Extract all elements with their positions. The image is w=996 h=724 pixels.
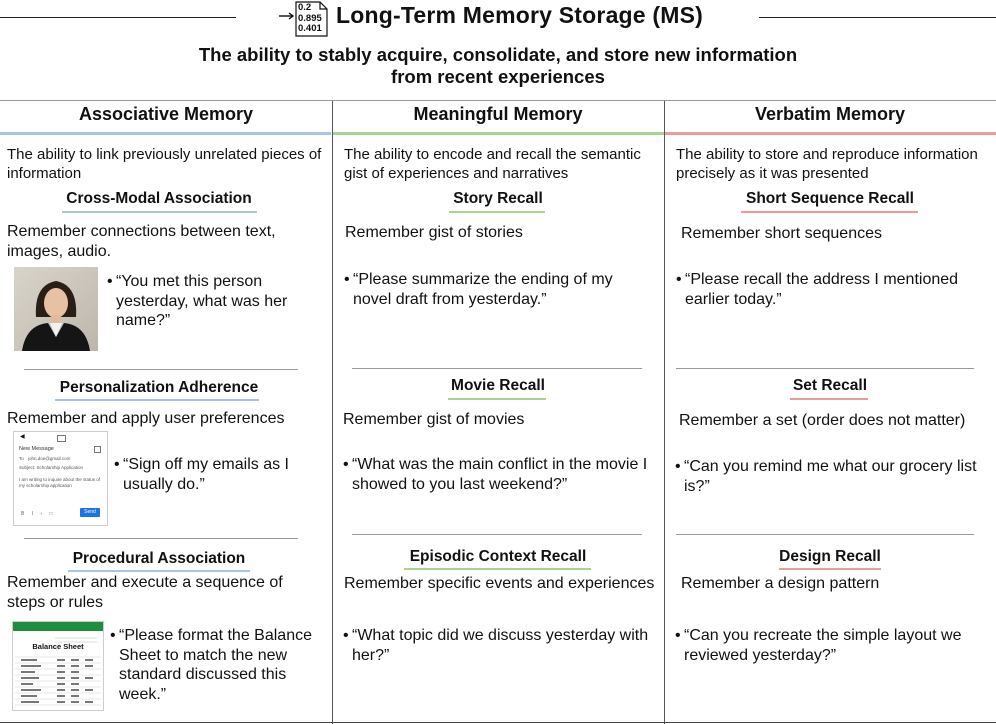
table-top-rule <box>0 100 996 101</box>
table-bottom-rule <box>0 722 996 723</box>
task-underline-procedural <box>68 570 250 572</box>
task-underline-personalization <box>55 399 259 401</box>
task-title-episodic-context-recall: Episodic Context Recall <box>409 548 587 565</box>
task-title-cross-modal: Cross-Modal Association <box>66 190 252 207</box>
row-separator-2-col-1 <box>24 538 298 539</box>
column-description-meaningful: The ability to encode and recall the sem… <box>344 146 641 182</box>
task-underline-movie-recall <box>448 398 546 400</box>
column-divider-2 <box>664 101 665 724</box>
task-text-design-recall: Remember a design pattern <box>681 575 880 592</box>
task-title-movie-recall: Movie Recall <box>451 377 545 394</box>
example-personalization: “Sign off my emails as I usually do.” <box>114 455 313 494</box>
task-title-set-recall: Set Recall <box>792 377 868 394</box>
row-separator-1-col-2 <box>352 368 642 369</box>
row-separator-2-col-2 <box>352 534 642 535</box>
column-underline-verbatim <box>665 132 996 135</box>
icon-value-1: 0.2 <box>298 2 312 13</box>
column-description-associative: The ability to link previously unrelated… <box>7 146 322 182</box>
task-title-procedural: Procedural Association <box>72 550 246 567</box>
task-title-design-recall: Design Recall <box>779 548 881 565</box>
task-underline-set-recall <box>790 398 868 400</box>
task-underline-cross-modal <box>62 211 257 213</box>
subtitle-line-1: The ability to stably acquire, consolida… <box>198 44 798 65</box>
task-title-story-recall: Story Recall <box>453 190 543 207</box>
row-separator-1-col-1 <box>24 369 298 370</box>
task-text-short-sequence-recall: Remember short sequences <box>681 225 882 242</box>
spreadsheet-grid <box>15 637 101 706</box>
page-subtitle: The ability to stably acquire, consolida… <box>0 44 996 88</box>
example-short-sequence-recall: “Please recall the address I mentioned e… <box>676 270 985 309</box>
attach-icon <box>94 446 101 453</box>
email-heading: New Message <box>19 446 54 452</box>
column-description-verbatim: The ability to store and reproduce infor… <box>676 146 978 182</box>
header-rule-left <box>0 17 236 18</box>
example-episodic-context-recall: “What topic did we discuss yesterday wit… <box>343 626 668 665</box>
send-button: Send <box>80 508 100 517</box>
header-rule-right <box>759 17 996 18</box>
format-toolbar-icons: B I › □ <box>21 511 56 517</box>
task-title-short-sequence-recall: Short Sequence Recall <box>746 190 914 207</box>
column-header-verbatim: Verbatim Memory <box>754 104 906 124</box>
task-title-personalization: Personalization Adherence <box>59 379 259 396</box>
task-text-episodic-context-recall: Remember specific events and experiences <box>344 575 655 592</box>
task-text-procedural: Remember and execute a sequence of steps… <box>7 574 283 611</box>
column-header-meaningful: Meaningful Memory <box>413 104 583 124</box>
spreadsheet-title: Balance Sheet <box>32 642 84 651</box>
back-icon: ◀ <box>20 434 25 440</box>
example-story-recall: “Please summarize the ending of my novel… <box>344 270 649 309</box>
email-subject: Subject: Scholarship Application <box>19 465 84 470</box>
email-body: I am writing to inquire about the status… <box>19 477 101 488</box>
column-underline-associative <box>0 132 331 135</box>
email-thumbnail: ◀ New Message To john.doe@gmail.com Subj… <box>13 431 108 526</box>
example-procedural: “Please format the Balance Sheet to matc… <box>110 626 329 704</box>
email-to-label: To <box>19 456 24 461</box>
icon-value-3: 0.401 <box>298 23 322 34</box>
subtitle-line-2: from recent experiences <box>391 66 605 87</box>
example-cross-modal: “You met this person yesterday, what was… <box>107 272 306 331</box>
person-photo <box>14 267 98 351</box>
email-to-value: john.doe@gmail.com <box>28 456 71 461</box>
data-document-icon: 0.2 0.895 0.401 <box>278 1 328 37</box>
task-underline-story-recall <box>449 211 545 213</box>
icon-value-2: 0.895 <box>298 12 322 24</box>
spreadsheet-toolbar <box>13 622 103 631</box>
task-underline-short-sequence-recall <box>741 211 918 213</box>
task-underline-episodic-context-recall <box>404 568 591 570</box>
task-text-cross-modal: Remember connections between text, image… <box>7 223 276 260</box>
task-text-story-recall: Remember gist of stories <box>345 224 523 241</box>
example-set-recall: “Can you remind me what our grocery list… <box>675 457 984 496</box>
mail-icon <box>57 435 66 442</box>
row-separator-1-col-3 <box>676 368 974 369</box>
task-text-set-recall: Remember a set (order does not matter) <box>679 412 966 429</box>
column-divider-1 <box>332 101 333 724</box>
task-text-personalization: Remember and apply user preferences <box>7 410 285 427</box>
spreadsheet-thumbnail: Balance Sheet <box>12 621 104 711</box>
row-separator-2-col-3 <box>676 534 974 535</box>
example-design-recall: “Can you recreate the simple layout we r… <box>675 626 984 665</box>
example-movie-recall: “What was the main conflict in the movie… <box>343 455 652 494</box>
column-header-associative: Associative Memory <box>78 104 254 124</box>
task-text-movie-recall: Remember gist of movies <box>343 411 525 428</box>
page-title: Long-Term Memory Storage (MS) <box>336 2 704 28</box>
task-underline-design-recall <box>779 568 881 570</box>
column-underline-meaningful <box>333 132 664 135</box>
